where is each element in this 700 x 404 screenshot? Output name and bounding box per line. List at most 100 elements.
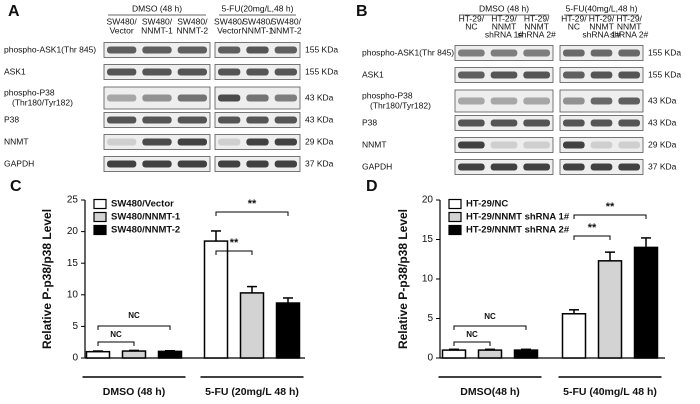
band <box>490 141 518 149</box>
band <box>274 68 297 76</box>
bar <box>157 350 183 359</box>
size-label: 155 KDa <box>648 47 681 57</box>
band <box>107 68 137 76</box>
band <box>274 46 297 54</box>
band <box>590 97 613 105</box>
row-label: NNMT <box>362 139 387 149</box>
bar <box>513 349 539 359</box>
y-axis-label: Relative P-p38/p38 Level <box>40 209 54 349</box>
y-axis-label: Relative P-p38/p38 Level <box>396 209 410 349</box>
row-label: GAPDH <box>362 161 392 171</box>
bar <box>561 313 587 359</box>
band <box>274 116 297 124</box>
band <box>490 71 518 79</box>
significance-label: NC <box>484 312 496 321</box>
band <box>107 138 137 146</box>
lane-label: SW480/ <box>142 16 173 26</box>
band <box>563 141 585 149</box>
size-label: 37 KDa <box>305 158 334 168</box>
band <box>590 163 613 171</box>
band <box>490 163 518 171</box>
blot-box <box>454 137 554 153</box>
band <box>142 160 172 168</box>
band <box>246 160 269 168</box>
row-label: (Thr180/Tyr182) <box>370 100 431 110</box>
band <box>523 141 550 149</box>
lane-label: shRNA 1# <box>485 29 524 39</box>
band <box>563 119 585 127</box>
band <box>618 163 640 171</box>
band <box>618 97 640 105</box>
lane-label: SW480/ <box>242 16 273 26</box>
significance-bracket <box>453 325 527 330</box>
band <box>107 160 137 168</box>
band <box>458 71 485 79</box>
size-label: 43 KDa <box>648 95 677 105</box>
band <box>618 119 640 127</box>
significance-label: ** <box>248 198 257 210</box>
lane-label: NNMT <box>492 21 517 31</box>
group-header: 5-FU(40mg/L,48 h) <box>566 3 638 13</box>
band <box>177 94 207 102</box>
panel-label: D <box>366 178 378 195</box>
panel-label: A <box>8 3 20 20</box>
band <box>523 119 550 127</box>
x-group-label: DMSO(48 h) <box>460 386 520 398</box>
bar <box>633 246 659 359</box>
band <box>177 46 207 54</box>
blot-box <box>559 137 644 153</box>
size-label: 43 KDa <box>305 92 334 102</box>
band <box>490 97 518 105</box>
band <box>218 46 241 54</box>
band <box>458 97 485 105</box>
significance-label: ** <box>588 222 597 234</box>
band <box>142 116 172 124</box>
lane-label: HT-29/ <box>561 13 587 23</box>
band <box>246 138 269 146</box>
group-header: 5-FU(20mg/L,48 h) <box>222 3 294 13</box>
band <box>246 46 269 54</box>
band <box>218 94 241 102</box>
group-header: DMSO (48 h) <box>479 3 529 13</box>
legend-swatch <box>93 198 107 210</box>
panel-label: B <box>356 3 368 20</box>
band <box>246 116 269 124</box>
lane-label: NNMT-1 <box>242 25 274 35</box>
band <box>523 163 550 171</box>
bar <box>203 240 229 359</box>
band <box>142 46 172 54</box>
lane-label: shRNA 2# <box>518 29 557 39</box>
significance-bracket <box>453 341 491 346</box>
blot-box <box>103 86 211 110</box>
band <box>177 116 207 124</box>
band <box>590 71 613 79</box>
lane-label: SW480/ <box>177 16 208 26</box>
x-group-label: 5-FU (20mg/L 48 h) <box>205 386 299 398</box>
legend-label: SW480/Vector <box>111 199 174 210</box>
significance-label: ** <box>230 237 239 249</box>
lane-label: HT-29/ <box>589 13 615 23</box>
y-tick-label: 25 <box>67 195 79 206</box>
band <box>523 71 550 79</box>
bar <box>477 349 503 359</box>
band <box>523 49 550 57</box>
lane-label: NNMT-2 <box>177 25 209 35</box>
legend-swatch <box>448 198 462 210</box>
band <box>618 49 640 57</box>
band <box>590 49 613 57</box>
size-label: 37 KDa <box>648 161 677 171</box>
band <box>246 94 269 102</box>
band <box>177 68 207 76</box>
band <box>246 68 269 76</box>
band <box>177 160 207 168</box>
band <box>274 160 297 168</box>
band <box>523 97 550 105</box>
y-tick-label: 15 <box>422 234 434 245</box>
lane-label: HT-29/ <box>491 13 517 23</box>
band <box>218 138 241 146</box>
size-label: 155 KDa <box>305 44 338 54</box>
significance-label: NC <box>128 311 140 320</box>
bar <box>597 260 623 359</box>
band <box>458 49 485 57</box>
